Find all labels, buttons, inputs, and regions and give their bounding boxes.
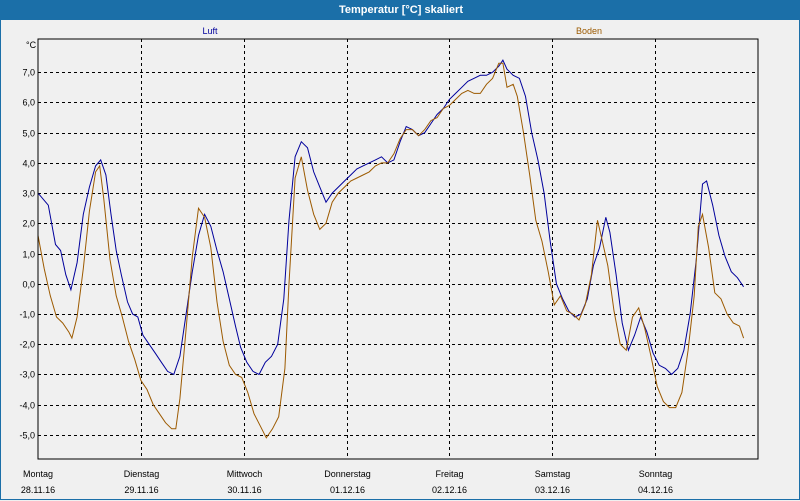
x-date-label: 29.11.16 <box>124 485 158 495</box>
y-tick-label: 4,0 <box>22 159 35 169</box>
y-tick-label: 6,0 <box>22 98 35 108</box>
y-tick-label: 1,0 <box>22 250 35 260</box>
legend-label-luft: Luft <box>202 26 218 36</box>
x-day-label: Sonntag <box>639 469 673 479</box>
y-tick-label: 3,0 <box>22 189 35 199</box>
y-tick-label: 0,0 <box>22 280 35 290</box>
grid-lines <box>38 39 758 459</box>
x-day-label: Freitag <box>435 469 463 479</box>
plot-area-border <box>37 38 759 460</box>
y-tick-label: -2,0 <box>19 340 35 350</box>
x-date-label: 02.12.16 <box>432 485 467 495</box>
series-line-luft <box>37 59 745 376</box>
x-axis: Montag 28.11.16 Dienstag 29.11.16 Mittwoch 30… <box>21 469 673 495</box>
legend-label-boden: Boden <box>576 26 602 36</box>
x-date-label: 30.11.16 <box>227 485 261 495</box>
chart-title: Temperatur [°C] skaliert <box>1 1 800 20</box>
x-day-label: Donnerstag <box>324 469 371 479</box>
y-axis: 7,0 6,0 5,0 4,0 3,0 2,0 1,0 0,0 -1,0 -2,0 -3,0 -4,0… <box>19 40 36 441</box>
x-date-label: 01.12.16 <box>330 485 365 495</box>
y-tick-label: 5,0 <box>22 129 35 139</box>
y-tick-label: -1,0 <box>19 310 35 320</box>
x-date-label: 28.11.16 <box>21 485 55 495</box>
y-tick-label: -3,0 <box>19 370 35 380</box>
y-axis-unit-label: °C <box>26 40 37 50</box>
legend: Luft Boden <box>202 26 602 36</box>
x-day-label: Montag <box>23 469 53 479</box>
series-line-boden <box>37 62 745 439</box>
y-tick-label: -5,0 <box>19 431 35 441</box>
x-date-label: 04.12.16 <box>638 485 673 495</box>
series-lines <box>37 59 745 439</box>
y-tick-label: 7,0 <box>22 68 35 78</box>
x-day-label: Mittwoch <box>227 469 263 479</box>
x-date-label: 03.12.16 <box>535 485 570 495</box>
y-tick-label: 2,0 <box>22 219 35 229</box>
x-day-label: Dienstag <box>124 469 160 479</box>
x-day-label: Samstag <box>535 469 571 479</box>
y-tick-label: -4,0 <box>19 401 35 411</box>
